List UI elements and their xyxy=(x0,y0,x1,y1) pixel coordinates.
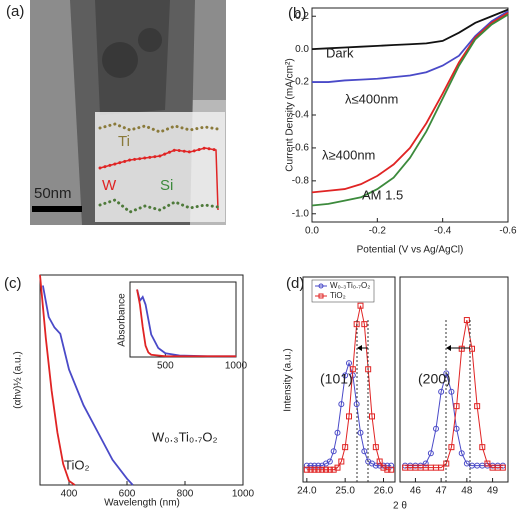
panel-label: (d) xyxy=(286,275,304,292)
peak-label: (101) xyxy=(320,371,353,387)
series-label: W₀.₃Ti₀.₇O₂ xyxy=(152,429,218,444)
y-tick-label: -0.8 xyxy=(292,175,310,186)
x-tick-label: 0.0 xyxy=(305,226,319,237)
x-tick-label: -0.4 xyxy=(434,226,452,237)
x-tick-label: -0.2 xyxy=(369,226,387,237)
panel-label: (b) xyxy=(288,5,306,22)
x-tick-label: -0.6 xyxy=(499,226,517,237)
y-tick-label: 0.0 xyxy=(295,44,309,55)
series-label: AM 1.5 xyxy=(362,187,403,202)
x-tick-label: 46 xyxy=(410,486,422,497)
x-tick-label: 1000 xyxy=(225,361,248,372)
y-axis-label: Absorbance xyxy=(117,293,128,347)
element-label: W xyxy=(102,177,117,194)
panel-label: (a) xyxy=(6,3,24,20)
plot-frame xyxy=(400,277,508,482)
series-label: Dark xyxy=(326,45,354,60)
y-axis-label: (αhν)½ (a.u.) xyxy=(13,351,24,408)
x-tick-label: 47 xyxy=(436,486,448,497)
scale-bar-label: 50nm xyxy=(34,185,72,202)
element-label: Ti xyxy=(118,133,130,150)
series-label: TiO₂ xyxy=(64,457,90,472)
x-tick-label: 400 xyxy=(61,489,78,500)
series-label: λ≤400nm xyxy=(345,91,398,106)
x-tick-label: 24.0 xyxy=(297,486,317,497)
figure: (a) 50nm Ti W Si 0.0-0.2-0.4-0.60.20.0-0… xyxy=(0,0,518,513)
panel-label: (c) xyxy=(4,275,22,292)
x-tick-label: 25.0 xyxy=(335,486,355,497)
x-tick-label: 1000 xyxy=(232,489,255,500)
x-axis-label: 2 θ xyxy=(393,501,407,512)
x-tick-label: 48 xyxy=(461,486,473,497)
x-axis-label: Wavelength (nm) xyxy=(104,498,180,509)
y-tick-label: -1.0 xyxy=(292,208,310,219)
x-axis-label: Potential (V vs Ag/AgCl) xyxy=(357,245,464,256)
legend-label: TiO₂ xyxy=(330,291,346,300)
series-label: λ≥400nm xyxy=(322,147,375,162)
y-axis-label: Intensity (a.u.) xyxy=(283,348,294,411)
x-tick-label: 26.0 xyxy=(374,486,394,497)
x-tick-label: 500 xyxy=(157,361,174,372)
y-axis-label: Current Density (mA/cm²) xyxy=(285,58,296,171)
element-label: Si xyxy=(160,177,173,194)
legend-label: W₀.₃Ti₀.₇O₂ xyxy=(330,281,370,290)
x-tick-label: 49 xyxy=(487,486,499,497)
